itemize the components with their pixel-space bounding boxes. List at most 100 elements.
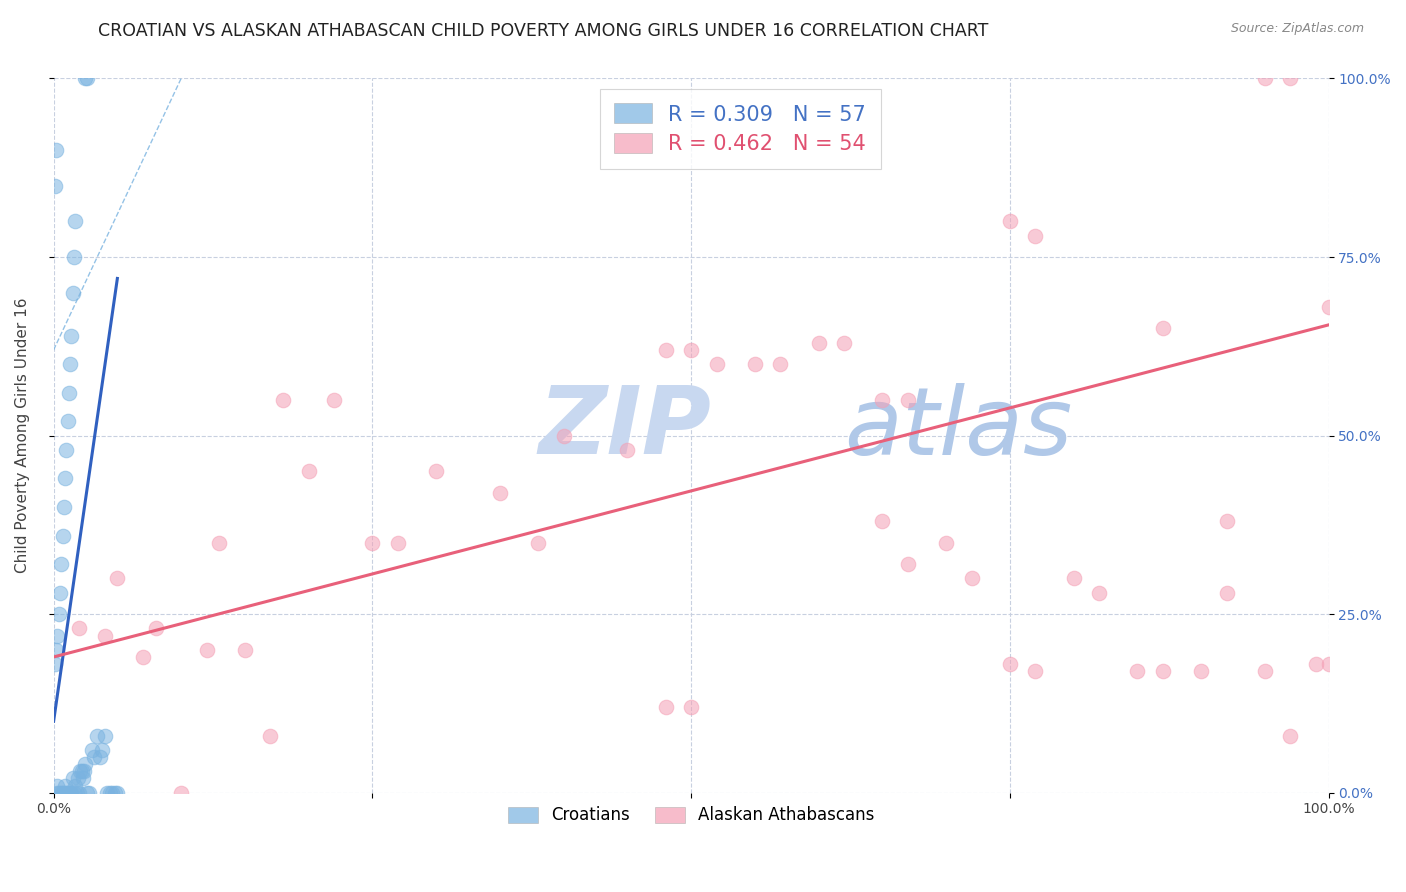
Point [1152,321,1174,335]
Point [132,650,155,665]
Point [769,357,792,371]
Point [62,772,84,786]
Point [59,786,82,800]
Point [387,535,409,549]
Point [53,471,76,485]
Point [60,328,83,343]
Point [170,786,193,800]
Point [76,71,98,86]
Point [1024,228,1046,243]
Point [872,392,894,407]
Point [654,700,676,714]
Point [654,343,676,357]
Point [72,772,94,786]
Point [96,786,118,800]
Point [105,786,128,800]
Point [69,764,91,779]
Point [48,607,70,621]
Point [63,786,86,800]
Y-axis label: Child Poverty Among Girls Under 16: Child Poverty Among Girls Under 16 [15,298,30,574]
Point [1254,665,1277,679]
Point [195,642,218,657]
Point [76,786,98,800]
Point [52,786,75,800]
Point [145,621,167,635]
Point [56,414,79,428]
Point [75,757,97,772]
Text: CROATIAN VS ALASKAN ATHABASCAN CHILD POVERTY AMONG GIRLS UNDER 16 CORRELATION CH: CROATIAN VS ALASKAN ATHABASCAN CHILD POV… [98,22,988,40]
Text: atlas: atlas [844,383,1073,474]
Point [897,557,920,571]
Point [1254,71,1277,86]
Point [233,642,256,657]
Point [63,250,86,264]
Point [807,335,830,350]
Point [45,642,67,657]
Point [960,571,983,585]
Point [681,343,703,357]
Point [46,628,69,642]
Point [66,772,89,786]
Point [44,178,66,193]
Point [59,357,82,371]
Point [298,464,321,478]
Point [872,514,894,528]
Point [998,214,1021,228]
Point [998,657,1021,672]
Point [65,779,87,793]
Point [832,335,855,350]
Point [1189,665,1212,679]
Point [65,214,87,228]
Point [1279,71,1302,86]
Point [53,779,76,793]
Point [46,786,69,800]
Point [60,786,83,800]
Point [45,143,67,157]
Point [104,786,127,800]
Point [65,786,87,800]
Point [98,786,121,800]
Point [67,786,90,800]
Point [56,786,79,800]
Point [62,285,84,300]
Point [52,500,75,514]
Point [48,786,70,800]
Point [935,535,957,549]
Point [51,557,73,571]
Point [91,743,114,757]
Point [67,621,90,635]
Point [80,743,103,757]
Point [1088,585,1111,599]
Point [553,428,575,442]
Point [73,764,96,779]
Point [58,786,80,800]
Point [1317,300,1340,314]
Point [93,628,115,642]
Point [105,571,128,585]
Point [897,392,920,407]
Point [1215,585,1237,599]
Point [489,485,512,500]
Point [55,442,77,457]
Point [49,585,72,599]
Point [259,729,281,743]
Point [361,535,384,549]
Point [1215,514,1237,528]
Point [83,750,105,764]
Point [1305,657,1327,672]
Point [55,786,77,800]
Point [425,464,447,478]
Point [51,786,73,800]
Point [271,392,294,407]
Point [44,657,66,672]
Point [70,764,93,779]
Point [58,385,80,400]
Text: Source: ZipAtlas.com: Source: ZipAtlas.com [1230,22,1364,36]
Point [1126,665,1149,679]
Point [1317,657,1340,672]
Point [1024,665,1046,679]
Point [616,442,638,457]
Point [75,71,97,86]
Point [744,357,766,371]
Point [527,535,550,549]
